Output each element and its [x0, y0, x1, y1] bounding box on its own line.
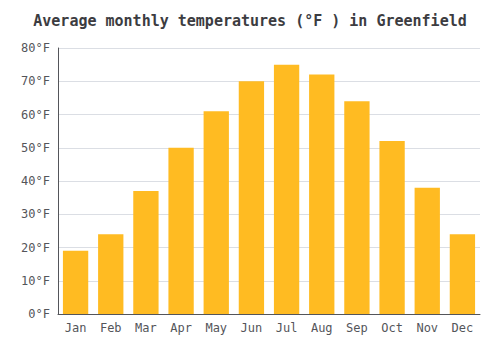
svg-text:10°F: 10°F	[21, 274, 50, 288]
svg-text:Sep: Sep	[346, 321, 368, 335]
svg-text:Mar: Mar	[135, 321, 157, 335]
svg-text:Feb: Feb	[100, 321, 122, 335]
svg-text:Aug: Aug	[311, 321, 333, 335]
svg-text:May: May	[205, 321, 227, 335]
svg-text:50°F: 50°F	[21, 141, 50, 155]
svg-text:60°F: 60°F	[21, 108, 50, 122]
svg-text:Jan: Jan	[65, 321, 87, 335]
svg-text:0°F: 0°F	[28, 307, 50, 321]
svg-text:20°F: 20°F	[21, 241, 50, 255]
svg-text:Average monthly temperatures (: Average monthly temperatures (°F ) in Gr…	[33, 12, 466, 30]
svg-text:Nov: Nov	[416, 321, 438, 335]
svg-text:Jun: Jun	[241, 321, 263, 335]
svg-text:Oct: Oct	[381, 321, 403, 335]
svg-text:80°F: 80°F	[21, 41, 50, 55]
svg-text:40°F: 40°F	[21, 174, 50, 188]
svg-text:30°F: 30°F	[21, 207, 50, 221]
svg-text:70°F: 70°F	[21, 74, 50, 88]
svg-text:Apr: Apr	[170, 321, 192, 335]
svg-text:Jul: Jul	[276, 321, 298, 335]
svg-text:Dec: Dec	[452, 321, 474, 335]
